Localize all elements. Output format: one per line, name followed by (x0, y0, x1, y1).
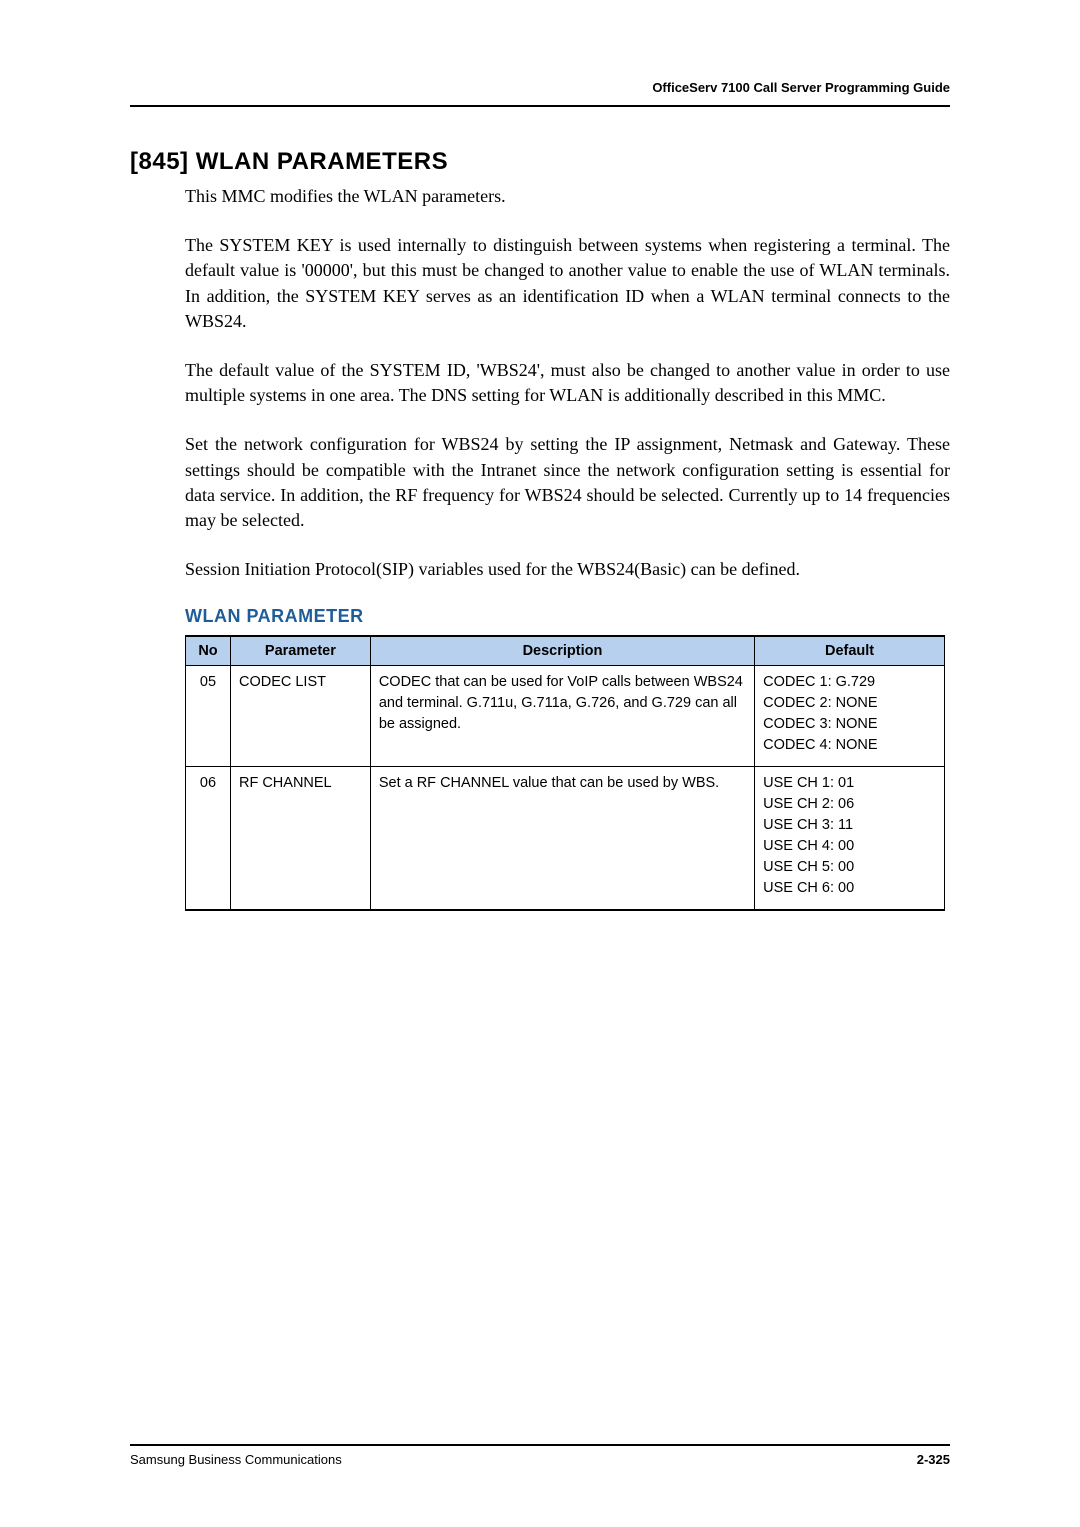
default-line: CODEC 3: NONE (763, 714, 936, 735)
cell-description: Set a RF CHANNEL value that can be used … (370, 767, 754, 911)
footer-page-number: 2-325 (917, 1452, 950, 1467)
default-line: USE CH 6: 00 (763, 878, 936, 899)
col-header-default: Default (755, 636, 945, 666)
cell-no: 06 (186, 767, 231, 911)
table-header-row: No Parameter Description Default (186, 636, 945, 666)
paragraph-4: Set the network configuration for WBS24 … (130, 432, 950, 533)
cell-parameter: RF CHANNEL (230, 767, 370, 911)
cell-parameter: CODEC LIST (230, 666, 370, 767)
paragraph-3: The default value of the SYSTEM ID, 'WBS… (130, 358, 950, 408)
footer-left: Samsung Business Communications (130, 1452, 342, 1467)
cell-default: USE CH 1: 01 USE CH 2: 06 USE CH 3: 11 U… (755, 767, 945, 911)
table-heading: WLAN PARAMETER (185, 606, 950, 627)
col-header-description: Description (370, 636, 754, 666)
col-header-no: No (186, 636, 231, 666)
footer-rule (130, 1444, 950, 1446)
paragraph-2: The SYSTEM KEY is used internally to dis… (130, 233, 950, 334)
section-title: [845] WLAN PARAMETERS (130, 148, 950, 176)
header-doc-title: OfficeServ 7100 Call Server Programming … (652, 80, 950, 95)
col-header-parameter: Parameter (230, 636, 370, 666)
default-line: USE CH 2: 06 (763, 794, 936, 815)
paragraph-1: This MMC modifies the WLAN parameters. (130, 184, 950, 209)
footer: Samsung Business Communications 2-325 (130, 1444, 950, 1467)
default-line: USE CH 3: 11 (763, 815, 936, 836)
content-area: [845] WLAN PARAMETERS This MMC modifies … (130, 148, 950, 911)
page: OfficeServ 7100 Call Server Programming … (0, 0, 1080, 1527)
paragraph-5: Session Initiation Protocol(SIP) variabl… (130, 557, 950, 582)
cell-default: CODEC 1: G.729 CODEC 2: NONE CODEC 3: NO… (755, 666, 945, 767)
default-line: USE CH 1: 01 (763, 773, 936, 794)
default-line: CODEC 2: NONE (763, 693, 936, 714)
default-line: USE CH 4: 00 (763, 836, 936, 857)
default-line: CODEC 4: NONE (763, 735, 936, 756)
cell-description: CODEC that can be used for VoIP calls be… (370, 666, 754, 767)
table-row: 05 CODEC LIST CODEC that can be used for… (186, 666, 945, 767)
cell-no: 05 (186, 666, 231, 767)
wlan-parameter-table: No Parameter Description Default 05 CODE… (185, 635, 945, 911)
default-line: USE CH 5: 00 (763, 857, 936, 878)
default-line: CODEC 1: G.729 (763, 672, 936, 693)
footer-row: Samsung Business Communications 2-325 (130, 1452, 950, 1467)
table-row: 06 RF CHANNEL Set a RF CHANNEL value tha… (186, 767, 945, 911)
header-rule (130, 105, 950, 107)
